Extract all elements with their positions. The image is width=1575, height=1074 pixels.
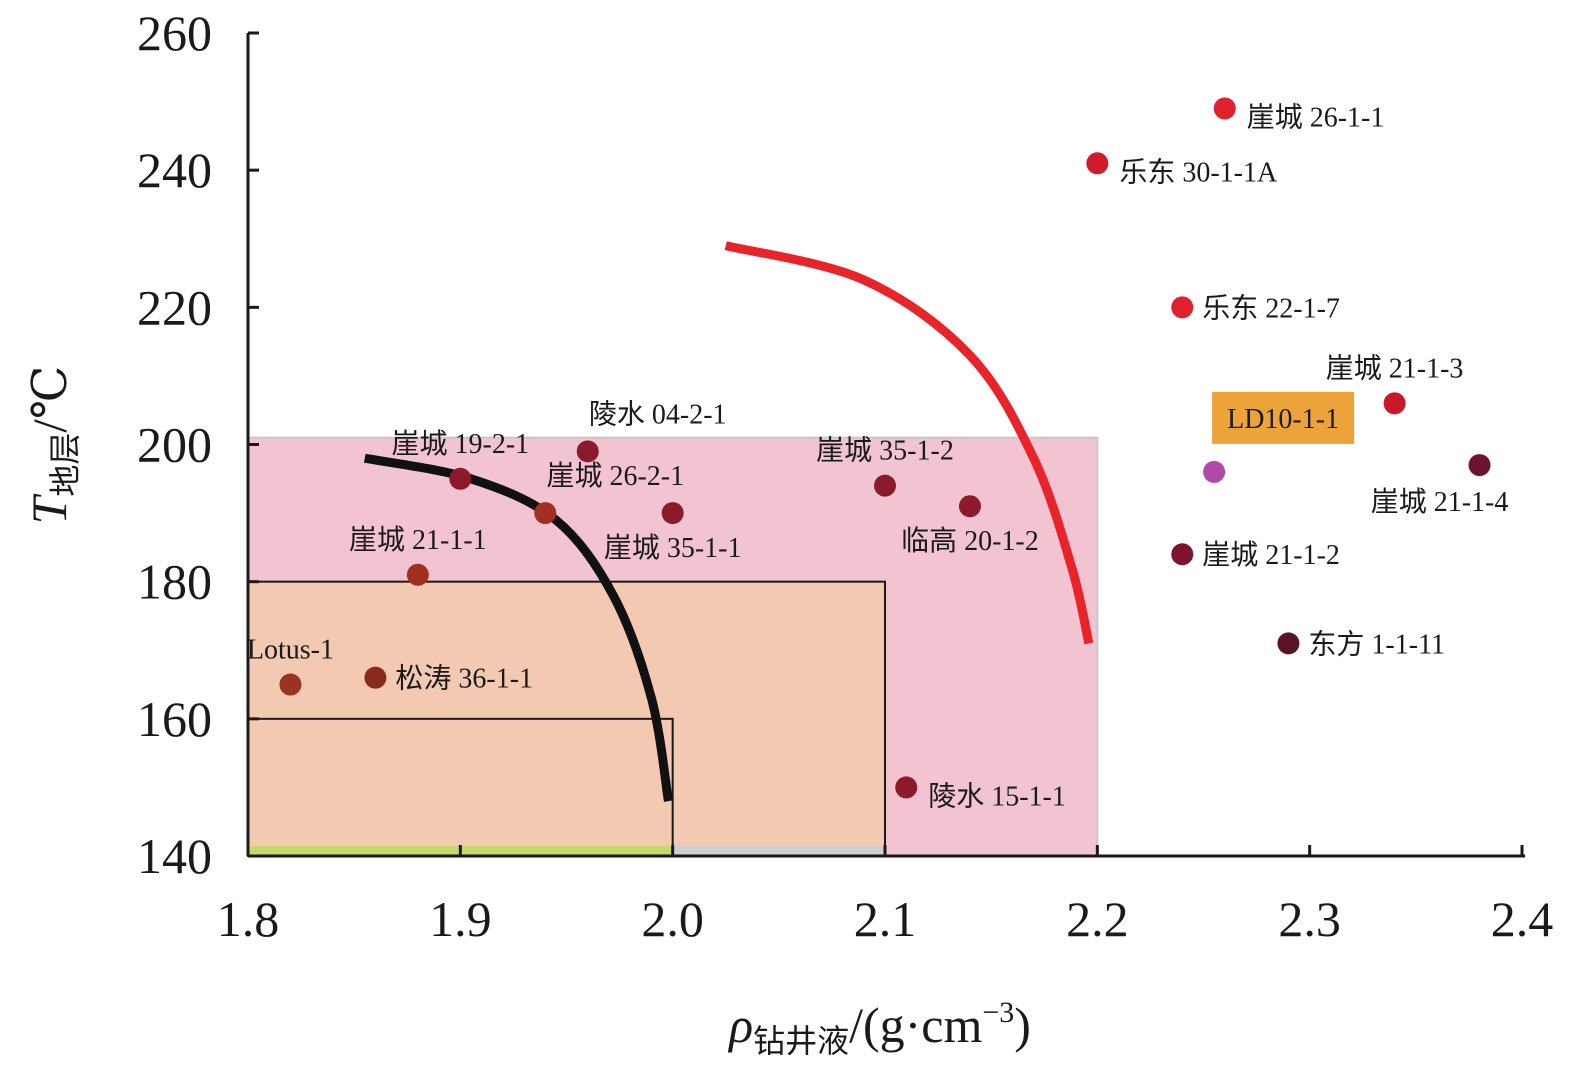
point-label: 崖城 35-1-2 — [816, 435, 954, 467]
y-tick-label: 140 — [137, 828, 212, 884]
y-axis-title: T地层/℃ — [21, 366, 83, 525]
data-point — [874, 474, 896, 497]
x-axis-exponent: −3 — [982, 996, 1014, 1029]
data-point — [1468, 454, 1491, 477]
x-axis-close: ) — [1014, 997, 1031, 1053]
point-label: 陵水 15-1-1 — [928, 780, 1066, 812]
data-point — [449, 467, 472, 490]
point-label: 崖城 21-1-3 — [1326, 352, 1464, 384]
point-label: 乐东 22-1-7 — [1202, 292, 1340, 324]
y-axis-unit: /℃ — [24, 366, 77, 433]
y-tick-label: 260 — [137, 5, 212, 61]
point-label: 乐东 30-1-1A — [1119, 156, 1278, 188]
region-3 — [247, 717, 674, 857]
data-point — [1171, 296, 1194, 319]
point-label: 崖城 21-1-1 — [349, 524, 487, 556]
x-tick-label: 2.2 — [1066, 891, 1129, 947]
x-tick-label: 2.1 — [854, 891, 917, 947]
data-point — [895, 776, 918, 799]
bottom-band-2 — [672, 846, 885, 856]
x-tick-label: 2.3 — [1278, 891, 1341, 947]
point-label: 陵水 04-2-1 — [589, 398, 727, 430]
point-label: 崖城 21-1-2 — [1202, 539, 1340, 571]
data-point — [1171, 543, 1194, 566]
data-point — [1213, 97, 1236, 120]
point-label: Lotus-1 — [247, 635, 334, 666]
data-point — [1086, 152, 1109, 175]
point-label: 崖城 35-1-1 — [604, 532, 742, 564]
y-tick-label: 180 — [137, 554, 212, 610]
data-point — [279, 673, 302, 696]
point-label: 崖城 21-1-4 — [1371, 486, 1509, 518]
point-label: 松涛 36-1-1 — [395, 663, 533, 695]
svg-text:T地层/℃: T地层/℃ — [21, 366, 83, 525]
point-label: LD10-1-1 — [1227, 404, 1339, 435]
data-point — [661, 502, 684, 525]
x-tick-label: 1.9 — [429, 891, 492, 947]
x-tick-label: 2.0 — [641, 891, 704, 947]
data-point — [1203, 460, 1226, 483]
point-label: 东方 1-1-11 — [1308, 628, 1445, 660]
y-axis-symbol: T — [21, 493, 77, 524]
point-label: 崖城 26-1-1 — [1247, 101, 1385, 133]
points-layer — [279, 97, 1491, 799]
x-axis-title: ρ钻井液/(g·cm−3) — [727, 996, 1031, 1059]
data-point — [958, 495, 981, 518]
point-label: 临高 20-1-2 — [901, 525, 1039, 557]
x-axis-symbol: ρ — [727, 997, 753, 1053]
x-tick-label: 2.4 — [1491, 891, 1554, 947]
data-point — [1383, 392, 1406, 415]
y-tick-label: 220 — [137, 279, 212, 335]
data-point — [364, 666, 387, 689]
label-box — [1212, 391, 1355, 444]
y-tick-label: 160 — [137, 691, 212, 747]
point-label: 崖城 19-2-1 — [392, 428, 530, 460]
data-point — [576, 440, 599, 463]
data-point — [406, 563, 429, 586]
data-point — [1277, 632, 1300, 655]
data-point — [534, 502, 557, 525]
y-tick-label: 200 — [137, 417, 212, 473]
x-axis-unit: /(g·cm — [849, 997, 982, 1053]
boundary-curve-2 — [724, 241, 1094, 645]
point-labels-layer: 崖城 26-1-1 乐东 30-1-1A 乐东 22-1-7 崖城 21-1-3 LD1… — [247, 101, 1508, 812]
ticks-layer: 1.8 1.9 2.0 2.1 2.2 2.3 2.4 140 160 180 200 220 240 2… — [137, 5, 1553, 947]
x-tick-label: 1.8 — [217, 891, 280, 947]
svg-text:ρ钻井液/(g·cm−3): ρ钻井液/(g·cm−3) — [727, 996, 1031, 1059]
x-axis-subscript: 钻井液 — [753, 1023, 849, 1059]
point-label: 崖城 26-2-1 — [546, 460, 684, 492]
y-tick-label: 240 — [137, 142, 212, 198]
y-axis-subscript: 地层 — [47, 433, 83, 497]
